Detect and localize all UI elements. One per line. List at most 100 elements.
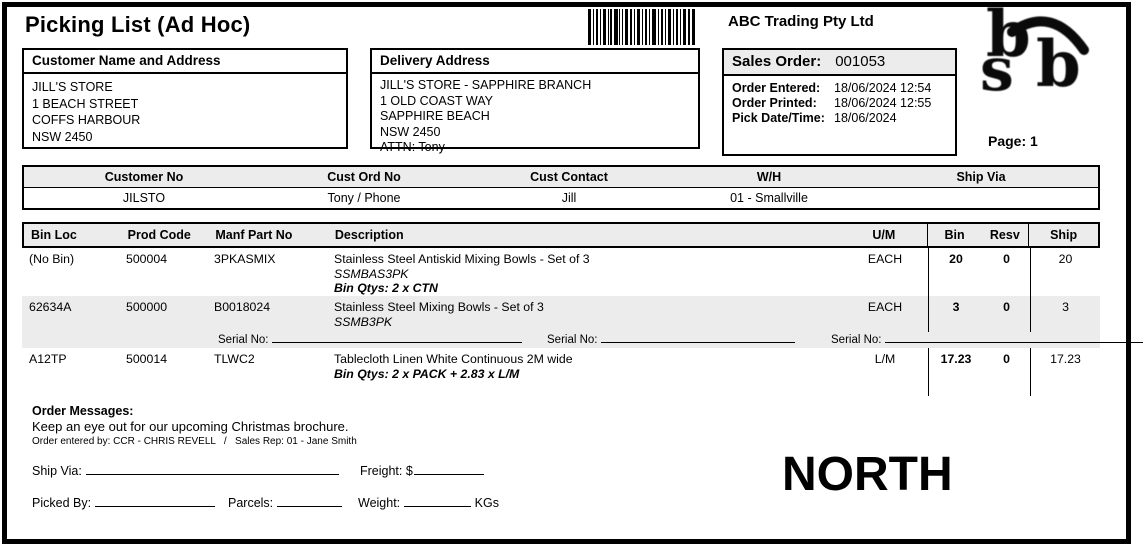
item-ship-qty: 20 [1030, 248, 1100, 296]
item-um: EACH [867, 252, 903, 266]
serial-no-field: Serial No: [547, 332, 795, 346]
serial-no-blank-line [884, 332, 1143, 343]
item-prod-code: 500000 [126, 300, 168, 314]
col-header-prod-code: Prod Code [127, 228, 191, 242]
items-table: Bin Loc Prod Code Manf Part No Descripti… [22, 222, 1143, 396]
item-bin-qtys: Bin Qtys: 2 x PACK + 2.83 x L/M [334, 366, 520, 381]
cust-ord-no-value: Tony / Phone [327, 191, 401, 205]
address-line: COFFS HARBOUR [32, 113, 141, 127]
item-manf-part-no: B0018024 [214, 300, 271, 314]
logo-letter: b [986, 0, 1031, 72]
customer-no-value: JILSTO [122, 191, 166, 205]
sales-order-number: 001053 [835, 53, 886, 70]
item-description-text: Tablecloth Linen White Continuous 2M wid… [334, 352, 573, 366]
cust-contact-value: Jill [561, 191, 577, 205]
page-number: Page: 1 [988, 133, 1038, 149]
table-row: (No Bin) 500004 3PKASMIX Stainless Steel… [22, 248, 1100, 296]
picked-by-field: Picked By: [32, 494, 216, 510]
logo-letter: s [980, 35, 1014, 105]
delivery-address-body: JILL'S STORE - SAPPHIRE BRANCH 1 OLD COA… [372, 74, 698, 161]
sales-order-details: Order Entered: 18/06/2024 12:54 Order Pr… [724, 76, 955, 131]
item-resv-qty: 0 [1003, 300, 1010, 314]
col-header-bin: Bin [926, 224, 982, 246]
address-line: ATTN: Tony [380, 140, 445, 154]
col-header-ship-via: Ship Via [956, 170, 1006, 184]
table-row: 62634A 500000 B0018024 Stainless Steel M… [22, 296, 1100, 332]
item-description: Tablecloth Linen White Continuous 2M wid… [330, 348, 842, 396]
order-printed-value: 18/06/2024 12:55 [834, 96, 932, 110]
kgs-label: KGs [474, 496, 499, 510]
logo-arc-icon [1007, 16, 1089, 55]
item-prod-code: 500014 [126, 352, 168, 366]
order-entered-row: Order Entered: 18/06/2024 12:54 [732, 81, 947, 96]
ship-via-label: Ship Via: [32, 464, 82, 478]
barcode-image [588, 9, 695, 50]
address-line: JILL'S STORE [32, 80, 113, 94]
serial-no-blank-line [600, 332, 795, 343]
item-description: Stainless Steel Mixing Bowls - Set of 3 … [330, 296, 842, 332]
col-header-ship: Ship [1028, 224, 1098, 246]
sales-order-header: Sales Order: 001053 [724, 50, 955, 76]
freight-field: Freight: $ [360, 462, 484, 478]
address-line: 1 BEACH STREET [32, 96, 139, 111]
serial-no-field: Serial No: [218, 332, 522, 346]
item-bin-loc: 62634A [29, 300, 72, 314]
order-messages-title: Order Messages: [32, 404, 134, 418]
parcels-field: Parcels: [228, 494, 343, 510]
item-resv-qty: 0 [1003, 352, 1010, 366]
company-name: ABC Trading Pty Ltd [728, 13, 874, 30]
info-table-value-row: JILSTO Tony / Phone Jill 01 - Smallville [24, 188, 1098, 208]
picking-list-page: Picking List (Ad Hoc) ABC Trading Pty Lt… [2, 0, 1143, 544]
serial-no-blank-line [271, 332, 522, 343]
weight-field: Weight: KGs [358, 494, 499, 510]
serial-no-label: Serial No: [831, 334, 882, 346]
order-entered-by-text: Order entered by: CCR - CHRIS REVELL / S… [32, 436, 357, 447]
region-stamp: NORTH [782, 448, 953, 501]
order-printed-row: Order Printed: 18/06/2024 12:55 [732, 96, 947, 111]
item-description-text: Stainless Steel Antiskid Mixing Bowls - … [334, 252, 590, 266]
col-header-um: U/M [872, 228, 896, 242]
item-um: L/M [874, 352, 896, 366]
item-bin-qty: 20 [928, 248, 983, 296]
info-table-header-row: Customer No Cust Ord No Cust Contact W/H… [24, 167, 1098, 188]
item-prod-code: 500004 [126, 252, 168, 266]
serial-no-label: Serial No: [218, 334, 269, 346]
col-header-manf-part-no: Manf Part No [215, 228, 293, 242]
address-line: NSW 2450 [32, 129, 93, 144]
item-ship-qty: 3 [1030, 296, 1100, 332]
ship-via-blank-line [85, 462, 339, 475]
weight-label: Weight: [358, 496, 401, 510]
item-bin-qty: 17.23 [928, 348, 983, 396]
col-header-description: Description [334, 227, 404, 242]
item-ship-qty: 17.23 [1030, 348, 1100, 396]
col-header-wh: W/H [756, 170, 782, 184]
wh-value: 01 - Smallville [730, 191, 808, 205]
item-sub-code: SSMB3PK [334, 314, 393, 329]
item-description-text: Stainless Steel Mixing Bowls - Set of 3 [334, 300, 544, 314]
order-messages-section: Order Messages: Keep an eye out for our … [32, 404, 357, 447]
items-table-header-row: Bin Loc Prod Code Manf Part No Descripti… [22, 222, 1100, 248]
serial-number-row: Serial No: Serial No: Serial No: [22, 332, 1143, 348]
col-header-bin-loc: Bin Loc [31, 228, 77, 242]
serial-no-field: Serial No: [831, 332, 1143, 346]
pick-date-row: Pick Date/Time: 18/06/2024 [732, 111, 947, 126]
order-entered-label: Order Entered: [732, 81, 821, 95]
table-row: A12TP 500014 TLWC2 Tablecloth Linen Whit… [22, 348, 1100, 396]
ship-via-field: Ship Via: [32, 462, 339, 478]
address-line: 1 OLD COAST WAY [380, 93, 493, 108]
customer-address-header: Customer Name and Address [24, 50, 346, 74]
order-messages-text: Keep an eye out for our upcoming Christm… [32, 419, 349, 434]
customer-info-table: Customer No Cust Ord No Cust Contact W/H… [22, 165, 1100, 210]
item-resv-qty: 0 [1003, 252, 1010, 266]
serial-no-label: Serial No: [547, 334, 598, 346]
freight-label: Freight: $ [360, 464, 413, 478]
logo-letter: b [1036, 27, 1081, 102]
col-header-customer-no: Customer No [104, 170, 184, 184]
item-sub-code: SSMBAS3PK [334, 266, 409, 281]
col-header-cust-ord-no: Cust Ord No [327, 170, 401, 184]
address-line: JILL'S STORE - SAPPHIRE BRANCH [380, 78, 592, 92]
item-bin-qtys: Bin Qtys: 2 x CTN [334, 281, 438, 296]
col-header-cust-contact: Cust Contact [530, 170, 608, 184]
item-bin-qty: 3 [928, 296, 983, 332]
picked-by-label: Picked By: [32, 496, 92, 510]
